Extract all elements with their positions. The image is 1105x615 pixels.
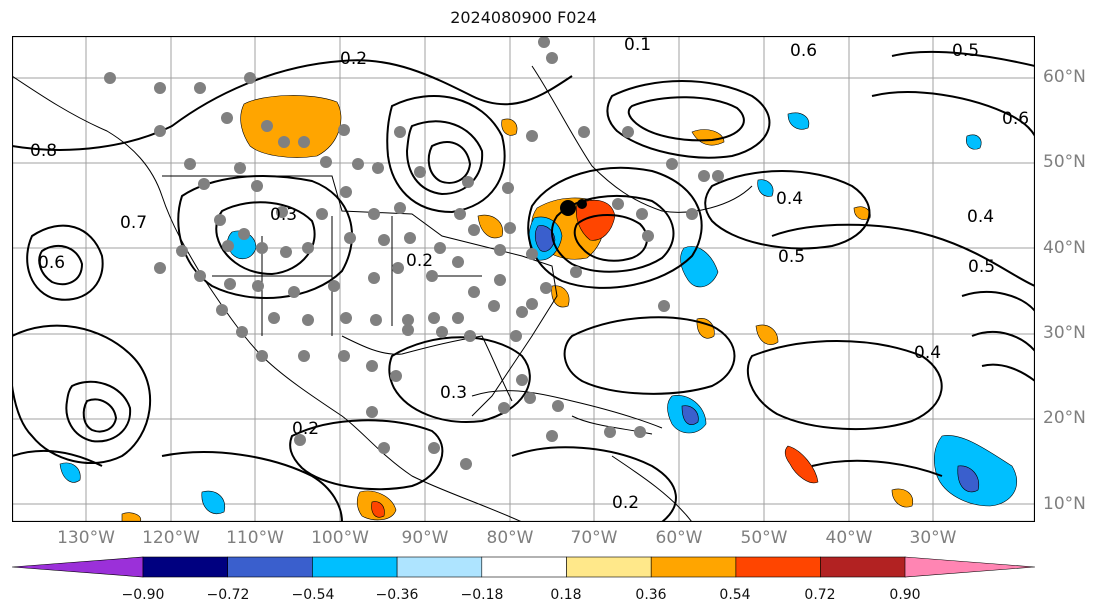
- colorbar-tick: 0.36: [635, 587, 667, 603]
- shaded-field: [59, 95, 1017, 522]
- colorbar-tick: −0.18: [460, 587, 504, 603]
- lon-label: 90°W: [401, 528, 449, 548]
- contour-value-labels: 0.2 0.1 0.6 0.5 0.8 0.7 0.3 0.4 0.2 0.5 …: [30, 36, 1029, 513]
- map-frame: [12, 36, 1035, 522]
- contour-label: 0.6: [1002, 109, 1029, 129]
- lat-label: 40°N: [1043, 238, 1086, 258]
- map-background: [12, 36, 1035, 522]
- colorbar: [11, 556, 1036, 578]
- contour-label: 0.6: [38, 253, 65, 273]
- map-title: 2024080900 F024: [450, 8, 597, 27]
- contour-label: 0.5: [968, 257, 995, 277]
- colorbar-segment: [11, 556, 144, 578]
- contour-label: 0.2: [340, 49, 367, 69]
- colorbar-tick: 0.72: [804, 587, 836, 603]
- colorbar-segment: [650, 556, 737, 578]
- lon-label: 50°W: [740, 528, 788, 548]
- colorbar-tick: 0.54: [719, 587, 751, 603]
- lat-label: 60°N: [1043, 67, 1086, 87]
- colorbar-tick: 0.90: [889, 587, 921, 603]
- lon-label: 80°W: [486, 528, 534, 548]
- colorbar-segment: [820, 556, 906, 578]
- colorbar-segment: [735, 556, 821, 578]
- contour-label: 0.2: [612, 493, 639, 513]
- lon-label: 30°W: [909, 528, 957, 548]
- contour-label: 0.4: [914, 343, 941, 363]
- contour-label: 0.3: [440, 383, 467, 403]
- colorbar-segment: [227, 556, 313, 578]
- contour-label: 0.4: [776, 189, 803, 209]
- colorbar-tick: −0.72: [206, 587, 250, 603]
- lat-label: 30°N: [1043, 323, 1086, 343]
- colorbar-segment: [142, 556, 228, 578]
- contour-label: 0.7: [120, 213, 147, 233]
- lon-label: 70°W: [570, 528, 618, 548]
- lat-label: 20°N: [1043, 408, 1086, 428]
- colorbar-tick: −0.36: [375, 587, 419, 603]
- contour-label: 0.8: [30, 141, 57, 161]
- colorbar-tick: 0.18: [550, 587, 582, 603]
- lon-label: 110°W: [226, 528, 284, 548]
- colorbar-segment: [904, 556, 1036, 578]
- colorbar-tick: −0.90: [121, 587, 165, 603]
- contour-label: 0.5: [952, 41, 979, 61]
- map-panel: 0.2 0.1 0.6 0.5 0.8 0.7 0.3 0.4 0.2 0.5 …: [12, 36, 1035, 522]
- contour-label: 0.1: [624, 36, 651, 55]
- contour-label: 0.2: [292, 419, 319, 439]
- lat-label: 10°N: [1043, 494, 1086, 514]
- colorbar-segment: [566, 556, 652, 578]
- contour-label: 0.2: [406, 251, 433, 271]
- storm-center-markers: [560, 199, 587, 216]
- colorbar-segment: [396, 556, 483, 578]
- colorbar-segment: [312, 556, 398, 578]
- lon-label: 130°W: [57, 528, 115, 548]
- contour-label: 0.4: [967, 207, 994, 227]
- lon-label: 100°W: [311, 528, 369, 548]
- colorbar-segment: [481, 556, 567, 578]
- contour-label: 0.6: [790, 41, 817, 61]
- contour-label: 0.3: [270, 205, 297, 225]
- station-markers: [104, 36, 724, 470]
- lon-label: 40°W: [825, 528, 873, 548]
- lon-label: 120°W: [142, 528, 200, 548]
- contour-label: 0.5: [778, 247, 805, 267]
- lon-label: 60°W: [655, 528, 703, 548]
- colorbar-tick: −0.54: [291, 587, 335, 603]
- lat-label: 50°N: [1043, 152, 1086, 172]
